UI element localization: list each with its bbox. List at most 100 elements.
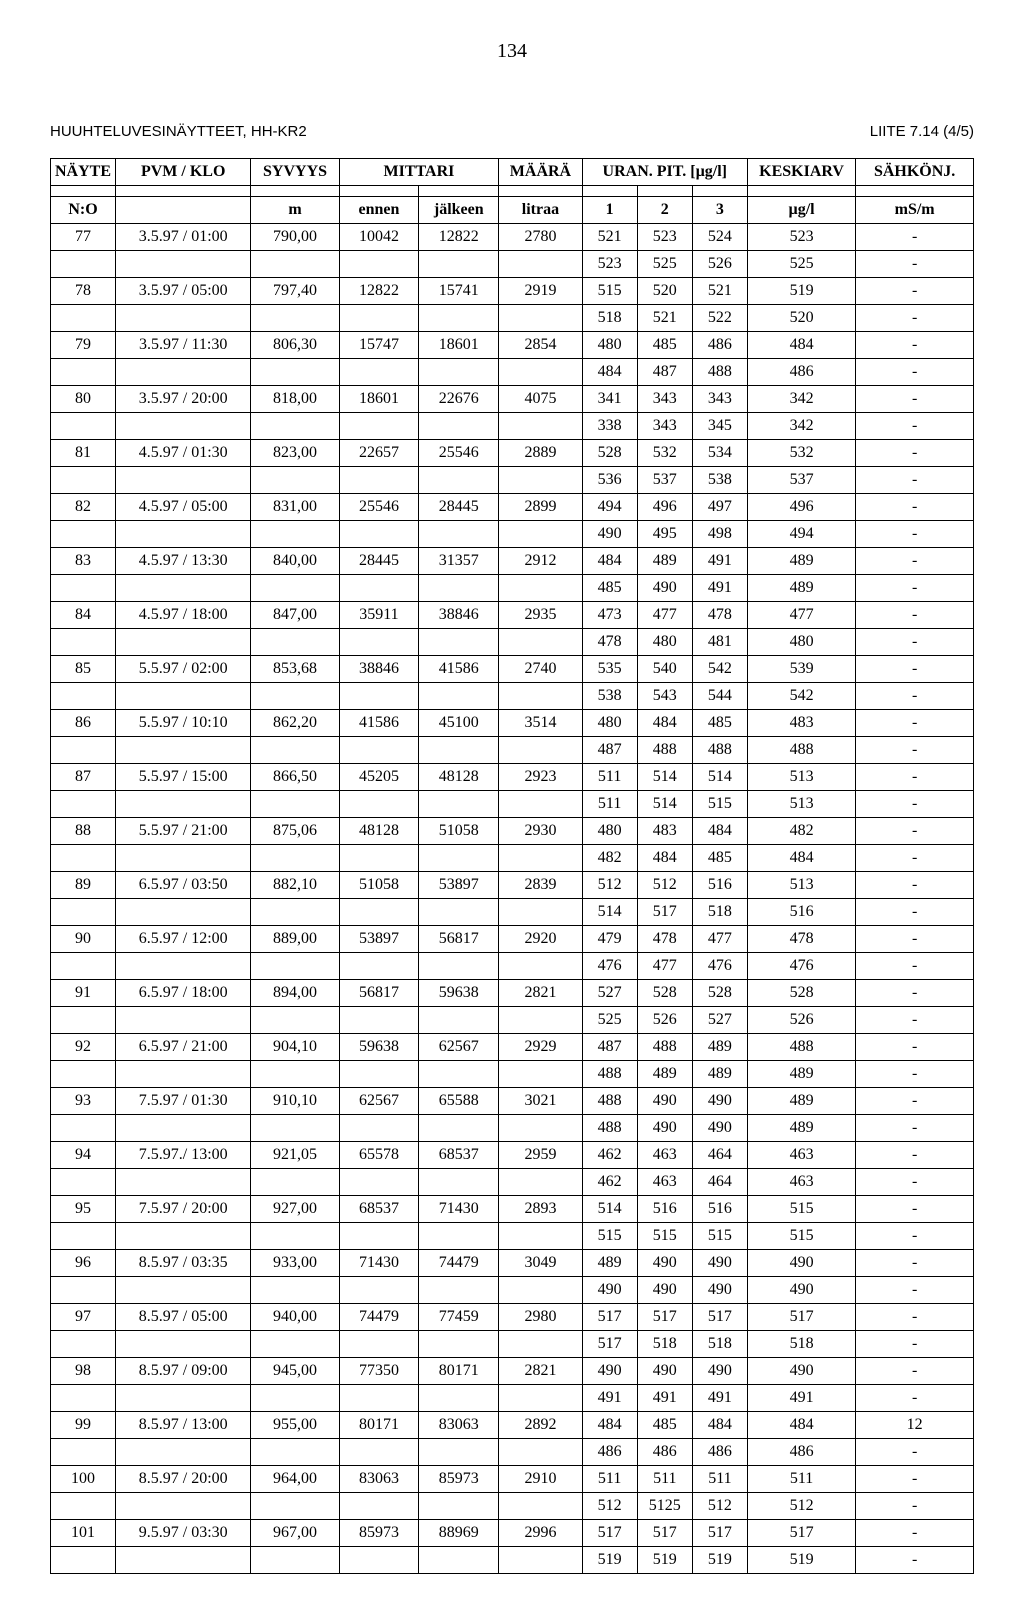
- cell-pvm: [116, 683, 251, 710]
- cell-pvm: [116, 1331, 251, 1358]
- table-row: 5125125512512-: [51, 1493, 974, 1520]
- doc-title: HUUHTELUVESINÄYTTEET, HH-KR2: [50, 123, 307, 140]
- cell-u3: 491: [692, 575, 747, 602]
- cell-u2: 489: [637, 548, 692, 575]
- table-row: 490490490490-: [51, 1277, 974, 1304]
- table-row: 488490490489-: [51, 1115, 974, 1142]
- cell-u3: 484: [692, 1412, 747, 1439]
- cell-u2: 486: [637, 1439, 692, 1466]
- cell-ennen: [339, 1547, 419, 1574]
- cell-u2: 537: [637, 467, 692, 494]
- cell-jalkeen: [419, 737, 499, 764]
- cell-kesk: 490: [747, 1250, 855, 1277]
- header-row-2: N:O m ennen jälkeen litraa 1 2 3 µg/l mS…: [51, 197, 974, 224]
- cell-syv: 866,50: [251, 764, 339, 791]
- cell-u2: 512: [637, 872, 692, 899]
- cell-kesk: 542: [747, 683, 855, 710]
- cell-u3: 489: [692, 1034, 747, 1061]
- th-jalkeen: jälkeen: [419, 197, 499, 224]
- cell-maara: 2910: [499, 1466, 582, 1493]
- cell-syv: 904,10: [251, 1034, 339, 1061]
- cell-sah: -: [856, 575, 974, 602]
- cell-pvm: [116, 1115, 251, 1142]
- cell-ennen: [339, 251, 419, 278]
- cell-u2: 496: [637, 494, 692, 521]
- cell-pvm: 7.5.97 / 01:30: [116, 1088, 251, 1115]
- cell-u1: 490: [582, 521, 637, 548]
- cell-syv: [251, 1115, 339, 1142]
- cell-no: [51, 683, 116, 710]
- cell-syv: 806,30: [251, 332, 339, 359]
- table-row: 491491491491-: [51, 1385, 974, 1412]
- cell-kesk: 519: [747, 278, 855, 305]
- cell-pvm: [116, 1061, 251, 1088]
- cell-sah: -: [856, 494, 974, 521]
- cell-ennen: [339, 1223, 419, 1250]
- cell-u3: 484: [692, 818, 747, 845]
- cell-u1: 525: [582, 1007, 637, 1034]
- cell-pvm: 6.5.97 / 21:00: [116, 1034, 251, 1061]
- cell-pvm: 9.5.97 / 03:30: [116, 1520, 251, 1547]
- table-row: 488489489489-: [51, 1061, 974, 1088]
- cell-no: [51, 1493, 116, 1520]
- cell-maara: 2929: [499, 1034, 582, 1061]
- cell-maara: [499, 683, 582, 710]
- cell-u2: 490: [637, 1277, 692, 1304]
- cell-pvm: 7.5.97./ 13:00: [116, 1142, 251, 1169]
- cell-u1: 473: [582, 602, 637, 629]
- cell-maara: [499, 899, 582, 926]
- cell-u3: 490: [692, 1358, 747, 1385]
- cell-u3: 497: [692, 494, 747, 521]
- cell-u2: 489: [637, 1061, 692, 1088]
- cell-u3: 514: [692, 764, 747, 791]
- table-row: 482484485484-: [51, 845, 974, 872]
- cell-no: [51, 251, 116, 278]
- cell-maara: [499, 1331, 582, 1358]
- cell-no: [51, 467, 116, 494]
- cell-maara: [499, 737, 582, 764]
- cell-ennen: 80171: [339, 1412, 419, 1439]
- cell-maara: [499, 1439, 582, 1466]
- cell-jalkeen: 12822: [419, 224, 499, 251]
- cell-kesk: 516: [747, 899, 855, 926]
- cell-u2: 514: [637, 764, 692, 791]
- cell-ennen: 77350: [339, 1358, 419, 1385]
- cell-u1: 480: [582, 818, 637, 845]
- table-row: 998.5.97 / 13:00955,00801718306328924844…: [51, 1412, 974, 1439]
- cell-jalkeen: [419, 1007, 499, 1034]
- cell-sah: -: [856, 1331, 974, 1358]
- cell-u3: 478: [692, 602, 747, 629]
- table-row: 1019.5.97 / 03:30967,0085973889692996517…: [51, 1520, 974, 1547]
- cell-u2: 463: [637, 1169, 692, 1196]
- th-msm: mS/m: [856, 197, 974, 224]
- cell-kesk: 489: [747, 1115, 855, 1142]
- cell-u2: 487: [637, 359, 692, 386]
- cell-kesk: 517: [747, 1304, 855, 1331]
- th-3: 3: [692, 197, 747, 224]
- cell-sah: -: [856, 1277, 974, 1304]
- cell-ennen: 45205: [339, 764, 419, 791]
- cell-ennen: 71430: [339, 1250, 419, 1277]
- cell-u3: 516: [692, 872, 747, 899]
- cell-no: [51, 1061, 116, 1088]
- table-row: 885.5.97 / 21:00875,06481285105829304804…: [51, 818, 974, 845]
- cell-maara: 2889: [499, 440, 582, 467]
- page-number: 134: [50, 40, 974, 63]
- cell-ennen: [339, 305, 419, 332]
- cell-ennen: [339, 467, 419, 494]
- cell-kesk: 520: [747, 305, 855, 332]
- cell-ennen: 28445: [339, 548, 419, 575]
- cell-maara: 2780: [499, 224, 582, 251]
- cell-pvm: [116, 845, 251, 872]
- cell-jalkeen: 80171: [419, 1358, 499, 1385]
- cell-ennen: 53897: [339, 926, 419, 953]
- table-row: 844.5.97 / 18:00847,00359113884629354734…: [51, 602, 974, 629]
- cell-u1: 485: [582, 575, 637, 602]
- cell-sah: -: [856, 1385, 974, 1412]
- cell-u3: 485: [692, 710, 747, 737]
- cell-u2: 480: [637, 629, 692, 656]
- cell-pvm: 6.5.97 / 18:00: [116, 980, 251, 1007]
- cell-pvm: 8.5.97 / 03:35: [116, 1250, 251, 1277]
- cell-syv: [251, 1007, 339, 1034]
- cell-kesk: 519: [747, 1547, 855, 1574]
